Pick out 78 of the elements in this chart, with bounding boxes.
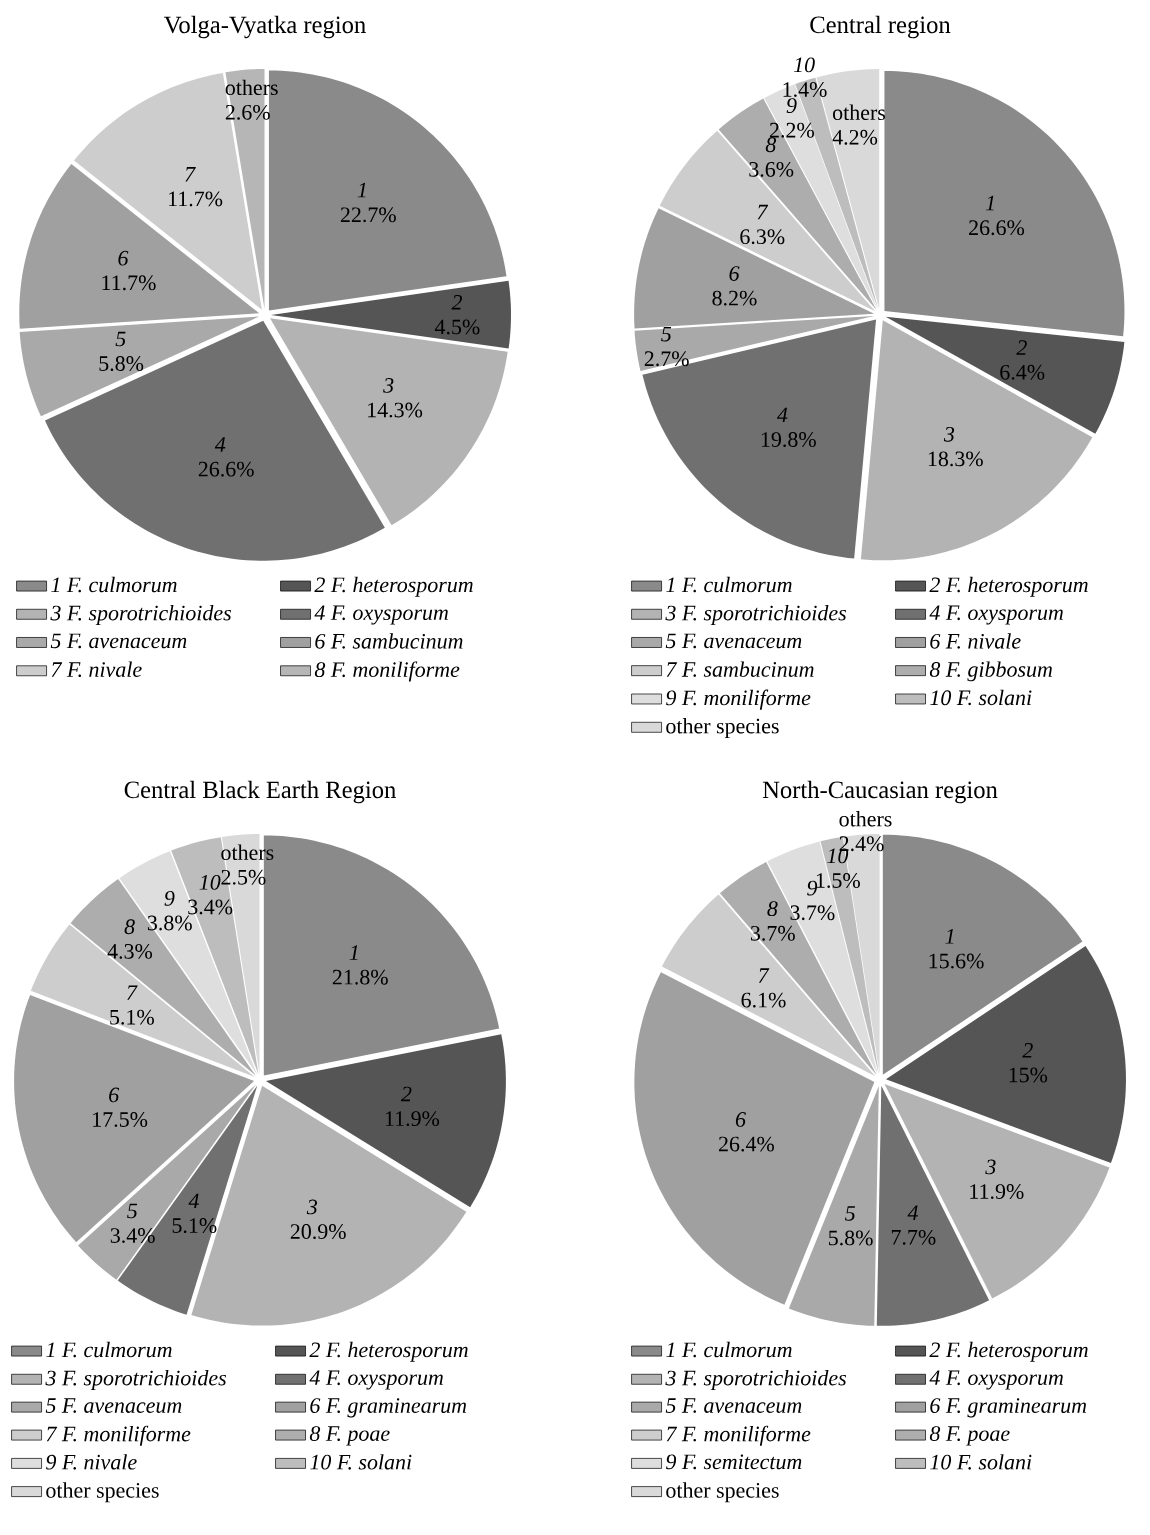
chart-title: Central Black Earth Region xyxy=(124,780,396,804)
chart-title: Central region xyxy=(810,15,951,39)
data-label: 4 19.8% xyxy=(761,407,816,448)
legend-label: 4 F. oxysporum xyxy=(309,1370,443,1390)
data-label: 5 3.4% xyxy=(110,1203,155,1244)
legend-label: 10 F. solani xyxy=(930,1454,1032,1470)
data-label: 10 1.4% xyxy=(783,57,827,97)
legend-label: 7 F. moniliforme xyxy=(666,1425,811,1446)
legend-label: 8 F. poae xyxy=(929,1426,1010,1446)
legend-label: 6 F. sambucinum xyxy=(315,633,463,649)
data-label: 6 17.5% xyxy=(93,1087,148,1127)
legend-label: 3 F. sporotrichioides xyxy=(45,1370,227,1390)
legend-label: 2 F. heterosporum xyxy=(929,1341,1088,1362)
data-label: 9 2.2% xyxy=(769,98,814,138)
data-label: others 2.6% xyxy=(225,79,278,120)
legend-label: 7 F. sambucinum xyxy=(666,661,814,677)
data-label: others 4.2% xyxy=(832,104,886,145)
legend-label: 7 F. moniliforme xyxy=(46,1425,191,1446)
legend-label: 6 F. graminearum xyxy=(930,1398,1087,1418)
legend-label: 10 F. solani xyxy=(310,1454,412,1470)
legend-label: other species xyxy=(666,1482,779,1503)
legend-label: 3 F. sporotrichioides xyxy=(665,1370,847,1390)
legend-label: 9 F. nivale xyxy=(46,1454,137,1470)
data-label: 3 14.3% xyxy=(368,378,423,418)
legend-label: 5 F. avenaceum xyxy=(50,633,187,649)
legend-label: 3 F. sporotrichioides xyxy=(50,605,232,625)
data-label: 8 3.6% xyxy=(749,137,794,177)
legend-label: 9 F. semitectum xyxy=(666,1454,802,1470)
legend-label: 5 F. avenaceum xyxy=(665,633,802,649)
data-label: 6 11.7% xyxy=(102,250,156,291)
legend-label: 4 F. oxysporum xyxy=(929,1370,1063,1390)
legend-label: 8 F. poae xyxy=(309,1426,390,1446)
data-label: 7 6.3% xyxy=(740,204,785,245)
data-label: others 2.5% xyxy=(221,844,274,885)
legend-label: 9 F. moniliforme xyxy=(666,689,811,710)
data-label: 7 5.1% xyxy=(110,985,154,1025)
legend-label: 1 F. culmorum xyxy=(666,1341,792,1358)
legend-label: 2 F. heterosporum xyxy=(309,1341,468,1362)
data-label: 4 7.7% xyxy=(891,1205,936,1245)
legend-label: 2 F. heterosporum xyxy=(314,576,473,597)
data-label: 5 5.8% xyxy=(99,331,144,372)
data-label: 3 18.3% xyxy=(928,426,983,467)
legend-label: 5 F. avenaceum xyxy=(45,1398,182,1413)
chart-title: Volga-Vyatka region xyxy=(164,15,366,39)
data-label: 1 22.7% xyxy=(340,182,396,223)
chart-title: North-Caucasian region xyxy=(762,780,998,804)
data-label: 6 8.2% xyxy=(712,266,757,306)
legend-label: 10 F. solani xyxy=(930,689,1032,706)
legend-label: other species xyxy=(666,718,779,738)
legend-label: 1 F. culmorum xyxy=(46,1341,172,1358)
data-label: 5 2.7% xyxy=(644,326,689,367)
data-label: 6 26.4% xyxy=(718,1112,774,1152)
legend-label: other species xyxy=(46,1482,159,1503)
data-label: 3 11.9% xyxy=(970,1159,1024,1199)
legend-label: 2 F. heterosporum xyxy=(929,576,1088,597)
data-label: 7 6.1% xyxy=(741,968,786,1008)
legend-label: 8 F. gibbosum xyxy=(929,661,1052,682)
data-label: 7 11.7% xyxy=(169,167,223,207)
data-label: 3 20.9% xyxy=(290,1199,346,1240)
data-label: 1 26.6% xyxy=(969,195,1025,236)
data-label: 4 26.6% xyxy=(198,437,254,477)
data-label: 2 4.5% xyxy=(434,294,480,335)
data-label: 1 15.6% xyxy=(929,929,984,969)
legend-label: 6 F. graminearum xyxy=(310,1398,467,1418)
data-label: 5 5.8% xyxy=(828,1206,873,1246)
legend-label: 3 F. sporotrichioides xyxy=(665,605,847,625)
legend-label: 4 F. oxysporum xyxy=(929,605,1063,625)
data-label: 1 21.8% xyxy=(332,945,388,985)
data-label: 2 15% xyxy=(1009,1043,1048,1083)
data-label: 2 6.4% xyxy=(1000,340,1045,380)
legend-label: 5 F. avenaceum xyxy=(665,1398,802,1413)
legend-label: 4 F. oxysporum xyxy=(314,605,448,625)
legend-label: 1 F. culmorum xyxy=(51,576,177,593)
legend-label: 6 F. nivale xyxy=(930,633,1021,649)
legend-label: 8 F. moniliforme xyxy=(314,661,460,682)
data-label: 2 11.9% xyxy=(385,1086,440,1127)
legend-label: 7 F. nivale xyxy=(51,661,142,678)
legend-label: 1 F. culmorum xyxy=(666,576,792,593)
